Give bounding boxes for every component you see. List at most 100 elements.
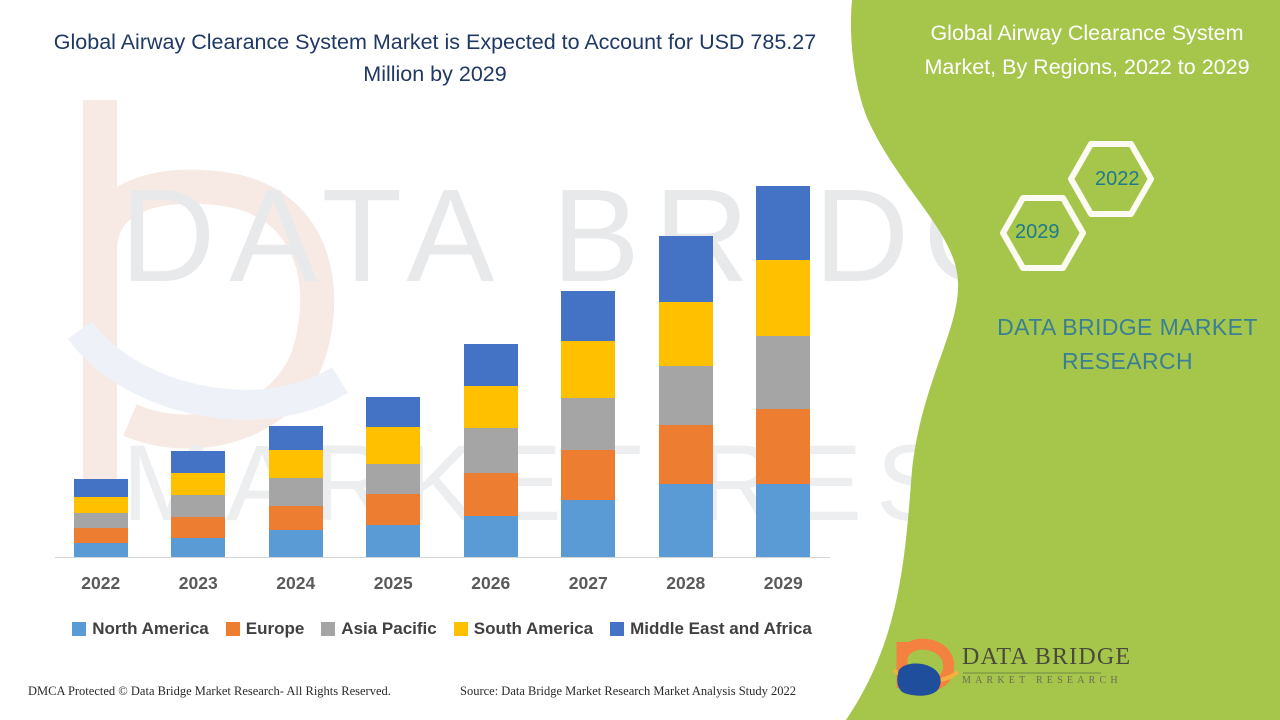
legend-swatch-icon [321, 622, 336, 636]
legend-item[interactable]: North America [72, 619, 209, 639]
stacked-bar-chart [52, 120, 832, 560]
bar-segment [756, 336, 811, 409]
bar-column-2025 [351, 120, 435, 557]
stacked-bar[interactable] [561, 291, 616, 557]
stacked-bar[interactable] [268, 426, 323, 557]
page-title: Global Airway Clearance System Market is… [53, 30, 817, 86]
bar-segment [561, 500, 616, 557]
bar-column-2029 [741, 120, 825, 557]
bar-segment [366, 525, 421, 557]
bar-segment [756, 409, 811, 484]
bar-segment [171, 538, 226, 557]
bar-segment [658, 236, 713, 302]
legend-label: Middle East and Africa [630, 619, 812, 638]
bar-segment [366, 464, 421, 494]
x-tick-2022: 2022 [81, 572, 121, 593]
x-tick-2025: 2025 [373, 572, 413, 593]
x-tick-2028: 2028 [666, 572, 706, 593]
logo-word-top: DATA BRIDGE [962, 644, 1132, 670]
panel-title: Global Airway Clearance System Market, B… [924, 21, 1250, 79]
stacked-bar[interactable] [463, 344, 518, 557]
bar-segment [171, 473, 226, 495]
bar-segment [658, 484, 713, 557]
bar-segment [366, 427, 421, 464]
bar-segment [268, 450, 323, 478]
bar-segment [561, 450, 616, 500]
data-bridge-logo-icon [892, 638, 960, 696]
bar-segment [366, 494, 421, 525]
bar-segment [171, 495, 226, 517]
stacked-bar[interactable] [171, 451, 226, 557]
logo-underline-divider [963, 672, 1101, 674]
logo-word-bottom: MARKET RESEARCH [962, 675, 1122, 686]
brand-name-text: DATA BRIDGE MARKET RESEARCH [997, 314, 1258, 374]
source-note: Source: Data Bridge Market Research Mark… [460, 684, 797, 698]
bar-column-2022 [59, 120, 143, 557]
stacked-bar[interactable] [658, 236, 713, 557]
x-tick-2026: 2026 [471, 572, 511, 593]
bar-segment [561, 398, 616, 450]
hexagon-group [1000, 141, 1154, 271]
chart-plot-area [52, 120, 832, 557]
bar-segment [561, 341, 616, 398]
bar-segment [756, 186, 811, 260]
legend-swatch-icon [610, 622, 625, 636]
bar-segment [561, 291, 616, 341]
bar-segment [463, 386, 518, 428]
bar-segment [268, 530, 323, 557]
hexagon-label-2022: 2022 [1095, 168, 1140, 190]
bar-segment [366, 397, 421, 427]
x-tick-2029: 2029 [763, 572, 803, 593]
bar-segment [73, 513, 128, 528]
x-tick-2023: 2023 [178, 572, 218, 593]
bar-segment [73, 479, 128, 497]
legend-item[interactable]: Europe [225, 619, 305, 639]
bar-segment [268, 426, 323, 450]
legend-label: Europe [245, 619, 305, 638]
legend-swatch-icon [225, 622, 240, 636]
bar-column-2027 [546, 120, 630, 557]
legend-label: South America [473, 619, 594, 638]
x-axis-tick-labels: 2022 2023 2024 2025 2026 2027 2028 2029 [52, 570, 832, 596]
bar-segment [463, 344, 518, 386]
bar-segment [73, 497, 128, 513]
x-tick-2027: 2027 [568, 572, 608, 593]
legend-swatch-icon [453, 622, 468, 636]
bar-segment [73, 543, 128, 557]
stacked-bar[interactable] [73, 479, 128, 557]
hexagon-2022-shape [1068, 141, 1154, 217]
hexagon-label-2029: 2029 [1015, 221, 1060, 243]
bar-segment [73, 528, 128, 543]
bar-segment [463, 428, 518, 473]
legend-item[interactable]: Middle East and Africa [610, 619, 812, 639]
legend-label: Asia Pacific [341, 619, 437, 638]
stacked-bar[interactable] [366, 397, 421, 557]
bar-column-2024 [254, 120, 338, 557]
bar-column-2028 [644, 120, 728, 557]
chart-legend: North America Europe Asia Pacific South Ame… [52, 616, 832, 642]
legend-label: North America [92, 619, 209, 638]
x-tick-2024: 2024 [276, 572, 316, 593]
bar-segment [756, 260, 811, 336]
legend-item[interactable]: South America [453, 619, 594, 639]
bar-segment [658, 366, 713, 425]
bar-segment [463, 473, 518, 516]
bar-segment [463, 516, 518, 557]
bar-segment [268, 506, 323, 530]
bar-column-2026 [449, 120, 533, 557]
legend-item[interactable]: Asia Pacific [321, 619, 437, 639]
bar-segment [268, 478, 323, 506]
copyright-notice: DMCA Protected © Data Bridge Market Rese… [28, 684, 391, 698]
bar-segment [658, 425, 713, 484]
bar-segment [171, 451, 226, 473]
x-axis-line [55, 557, 830, 558]
bar-segment [658, 302, 713, 366]
bar-segment [756, 484, 811, 557]
bar-segment [171, 517, 226, 538]
stacked-bar[interactable] [756, 186, 811, 557]
hexagon-2029-shape [1000, 195, 1086, 271]
bar-column-2023 [156, 120, 240, 557]
logo-wordmark: DATA BRIDGE MARKET RESEARCH [962, 644, 1131, 686]
